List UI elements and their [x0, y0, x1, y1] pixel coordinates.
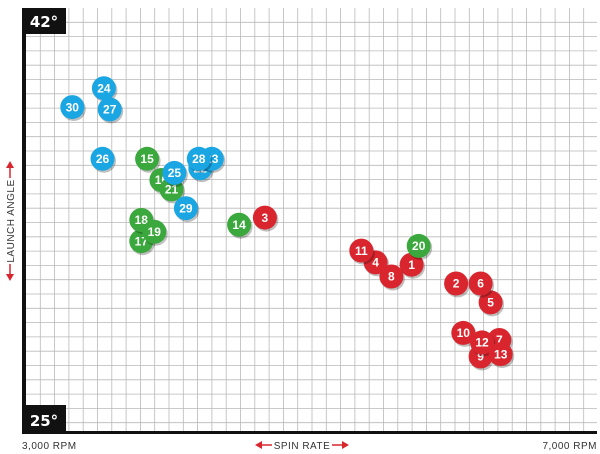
y-axis-title-group: LAUNCH ANGLE [6, 179, 17, 262]
data-point-19: 19 [142, 219, 168, 246]
data-point-marker [173, 196, 198, 221]
y-min-label-box [22, 405, 66, 434]
x-max-label: 7,000 RPM [542, 441, 597, 452]
data-point-label: 4 [372, 256, 379, 270]
data-point-20: 20 [406, 233, 433, 260]
data-point-marker [379, 264, 404, 289]
data-point-label: 2 [453, 277, 460, 291]
data-point-14: 14 [227, 212, 253, 239]
data-point-28: 28 [186, 146, 213, 173]
y-max-label: 42° [30, 13, 58, 31]
data-point-label: 29 [179, 201, 193, 215]
data-point-marker [399, 252, 424, 277]
data-point-label: 3 [262, 211, 269, 225]
data-point-marker [349, 238, 374, 263]
data-point-marker [406, 233, 431, 258]
data-point-marker [444, 271, 469, 296]
data-point-marker [451, 320, 476, 345]
data-points: 1234567891011121314151617181920212223242… [60, 76, 515, 371]
data-point-label: 10 [457, 326, 471, 340]
data-point-label: 18 [135, 213, 149, 227]
data-point-label: 15 [140, 152, 154, 166]
data-point-label: 21 [165, 183, 179, 197]
x-min-label: 3,000 RPM [22, 441, 77, 452]
data-point-marker [252, 205, 277, 230]
data-point-label: 6 [477, 277, 484, 291]
grid-lines [26, 8, 597, 431]
data-point-3: 3 [252, 205, 279, 232]
data-point-29: 29 [173, 196, 200, 223]
plot-background [22, 8, 597, 434]
data-point-marker [135, 146, 160, 171]
y-axis-title: LAUNCH ANGLE [6, 179, 17, 262]
x-axis-title: SPIN RATE [274, 441, 331, 452]
data-point-label: 25 [168, 166, 182, 180]
data-point-label: 9 [477, 350, 484, 364]
data-point-marker [186, 146, 211, 171]
data-point-5: 5 [478, 290, 505, 317]
data-point-label: 8 [388, 270, 395, 284]
data-point-marker [90, 146, 115, 171]
data-point-marker [478, 290, 503, 315]
data-point-13: 13 [488, 342, 515, 369]
x-axis-arrow-right [332, 441, 349, 449]
data-point-label: 19 [148, 225, 162, 239]
data-point-26: 26 [90, 146, 116, 173]
data-point-marker [60, 95, 85, 120]
data-point-label: 12 [475, 336, 489, 350]
data-point-marker [91, 76, 116, 101]
data-point-label: 27 [103, 103, 117, 117]
data-point-27: 27 [97, 97, 124, 124]
data-point-2: 2 [444, 271, 470, 298]
data-point-label: 26 [96, 152, 110, 166]
data-point-25: 25 [162, 160, 188, 187]
data-point-label: 14 [232, 218, 246, 232]
data-point-label: 5 [487, 296, 494, 310]
data-point-label: 1 [408, 258, 415, 272]
data-point-marker [97, 97, 122, 122]
data-point-marker [142, 219, 167, 244]
data-point-marker [468, 271, 493, 296]
data-point-30: 30 [60, 95, 86, 122]
data-point-8: 8 [379, 264, 405, 291]
data-point-label: 28 [192, 152, 206, 166]
data-point-label: 7 [496, 333, 503, 347]
data-point-marker [470, 330, 494, 355]
data-point-label: 24 [97, 81, 111, 95]
data-point-15: 15 [135, 146, 161, 173]
y-axis-arrow-up [6, 161, 14, 178]
data-point-marker [162, 160, 187, 185]
data-point-6: 6 [468, 271, 495, 298]
x-axis-bar [22, 431, 597, 434]
data-point-marker [488, 342, 513, 367]
x-axis-arrow-left [255, 441, 272, 449]
y-axis-arrow-down [6, 264, 14, 281]
data-point-label: 11 [355, 244, 368, 258]
data-point-label: 30 [66, 100, 80, 114]
data-point-24: 24 [91, 76, 118, 103]
data-point-marker [227, 212, 252, 237]
data-point-label: 13 [494, 347, 508, 361]
y-axis-bar [22, 8, 26, 434]
data-point-11: 11 [349, 238, 375, 265]
y-min-label: 25° [30, 412, 58, 430]
y-max-label-box [22, 8, 66, 34]
data-point-label: 20 [412, 239, 426, 253]
data-point-1: 1 [399, 252, 426, 279]
